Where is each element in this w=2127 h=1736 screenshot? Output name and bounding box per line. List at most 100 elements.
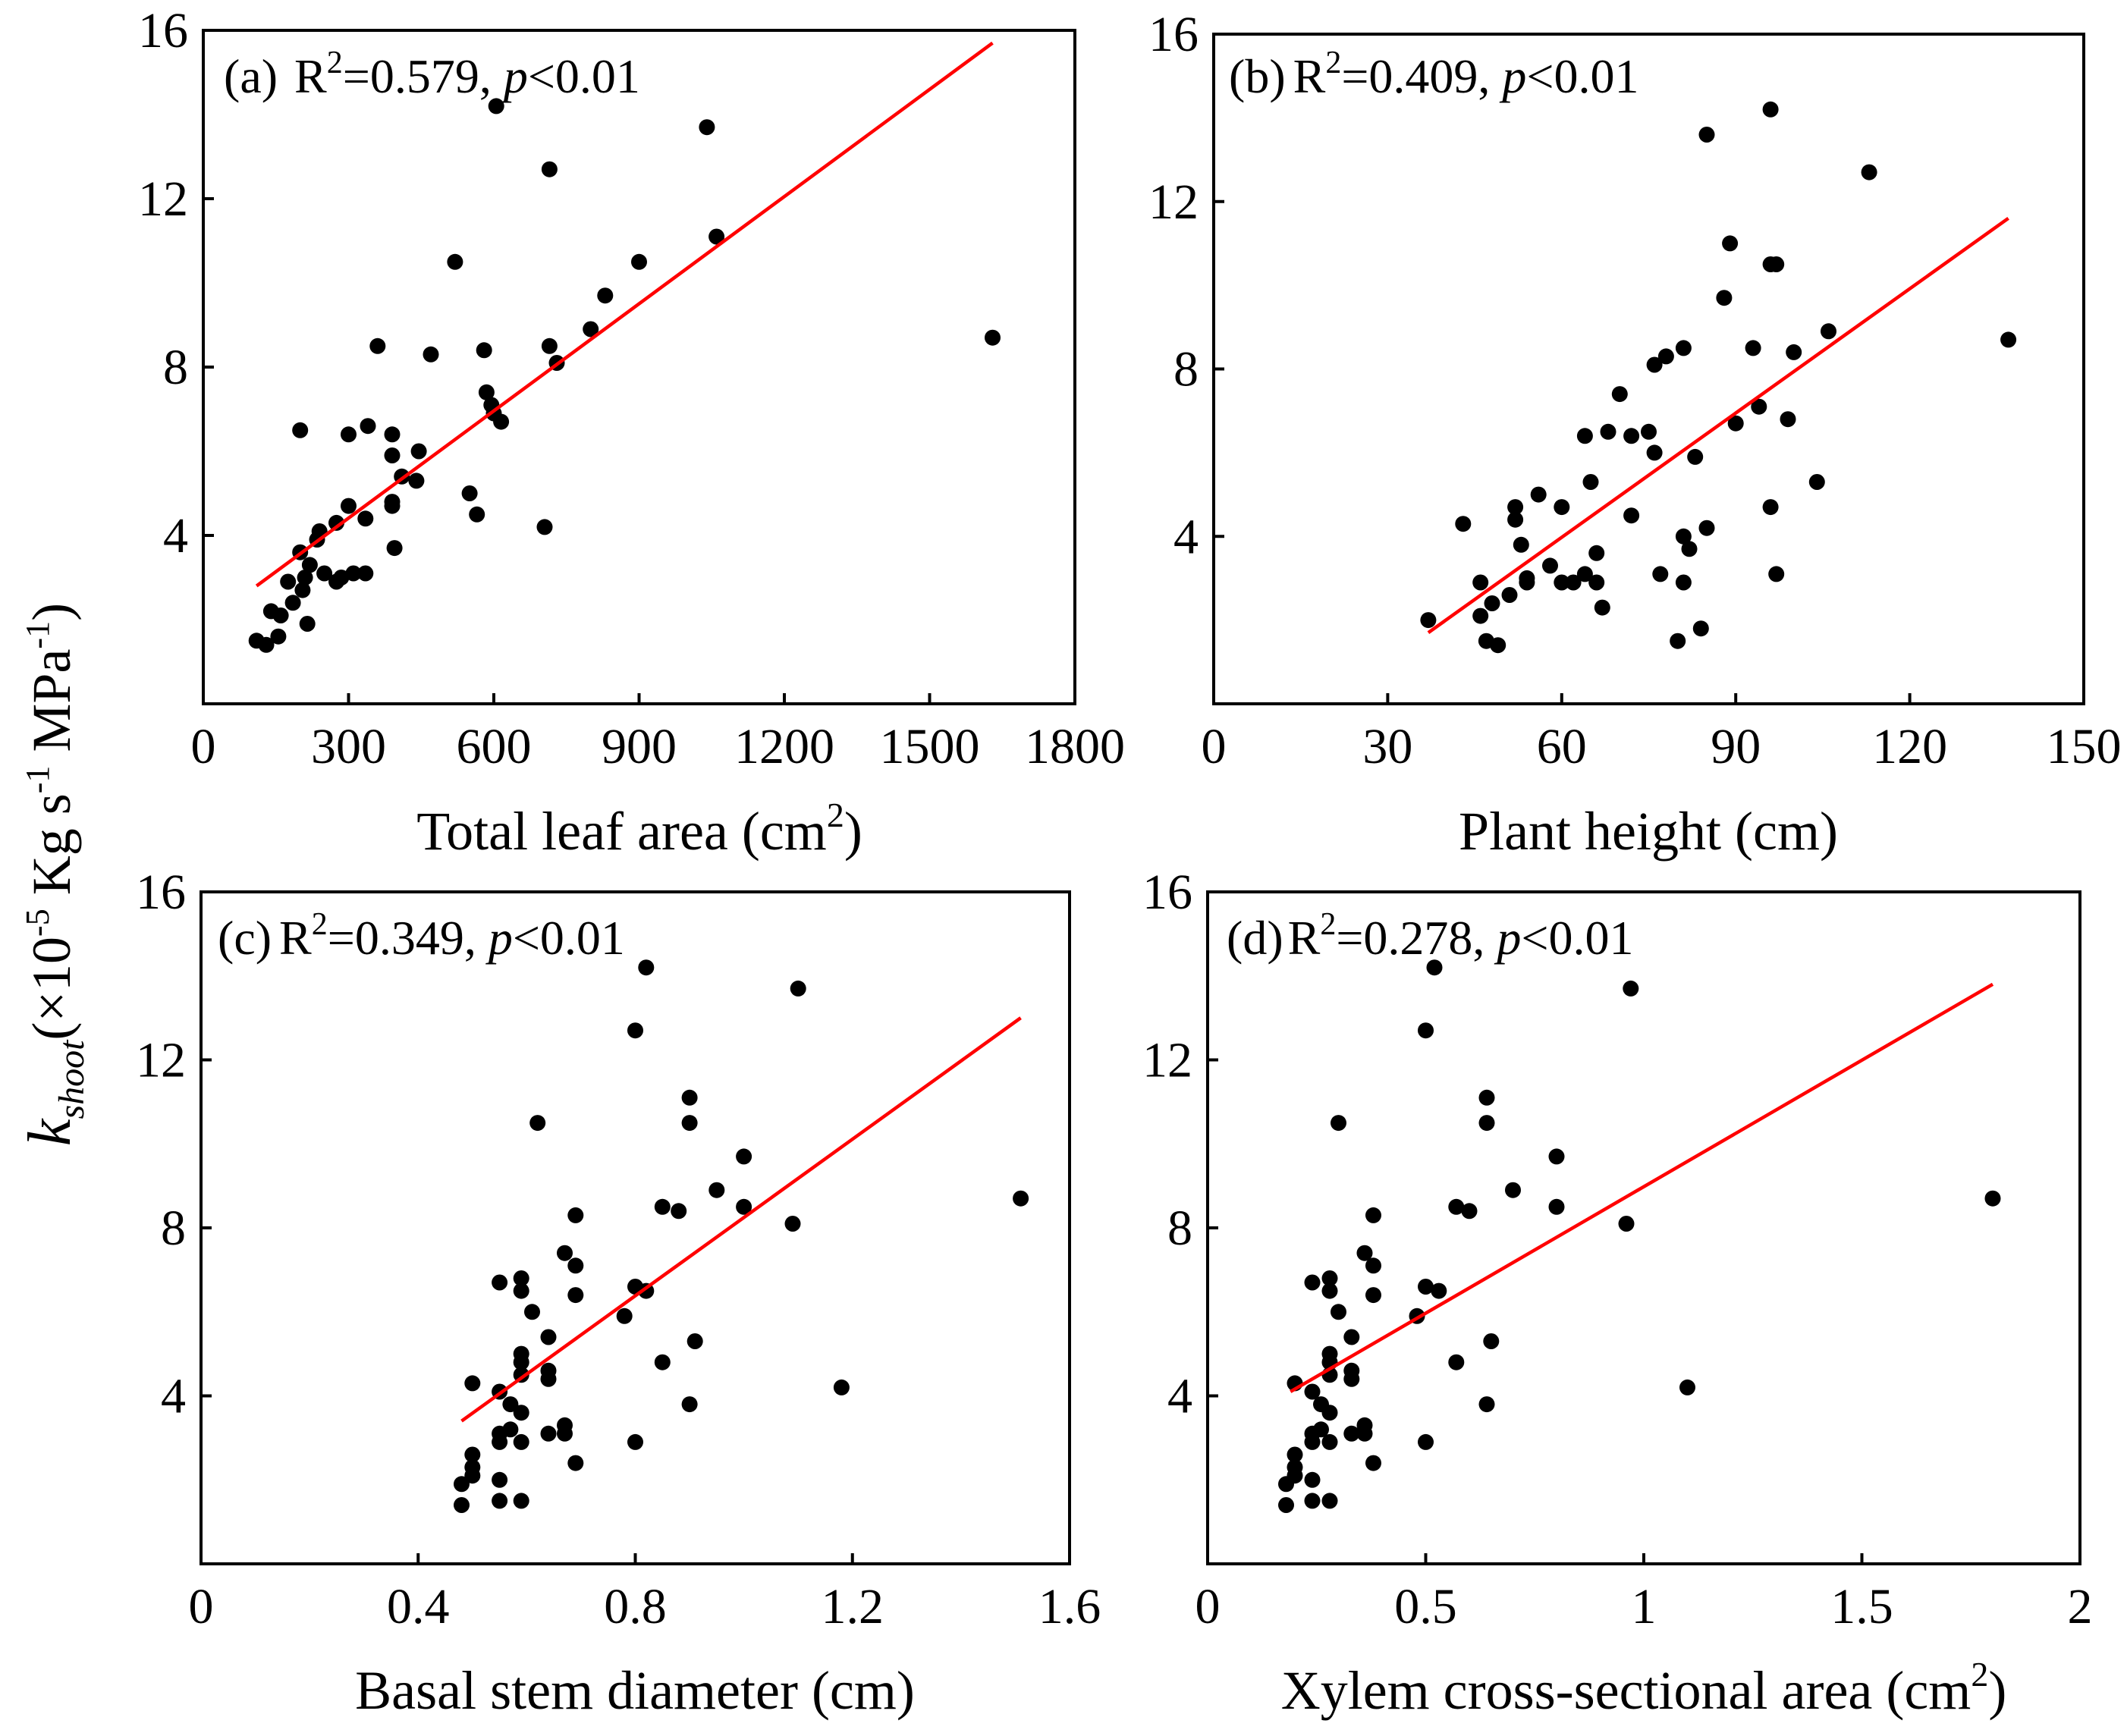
panel-c-point-21 bbox=[513, 1493, 529, 1509]
panel-c-points bbox=[454, 959, 1029, 1513]
panel-d-point-49 bbox=[1548, 1148, 1565, 1165]
panel-a-point-12 bbox=[301, 557, 318, 573]
panel-b-annotation: (b) R2=0.409, p<0.01 bbox=[1229, 46, 1639, 103]
panel-b-point-0 bbox=[1420, 612, 1437, 629]
panel-c-x-tick-label-2: 0.8 bbox=[604, 1579, 667, 1634]
panel-b-ticks: 0 30 60 90 120 150 4 8 12 16 bbox=[1148, 7, 2122, 774]
panel-b-point-50 bbox=[1768, 256, 1785, 272]
panel-b-point-31 bbox=[1652, 566, 1669, 582]
panel-a-point-52 bbox=[708, 228, 725, 245]
panel-d-point-51 bbox=[1618, 1216, 1635, 1232]
panel-d: 0 0.5 1 1.5 2 4 8 12 16 (d)R2=0.278, p<0.01 Xyle… bbox=[1142, 865, 2093, 1721]
panel-a-point-25 bbox=[369, 337, 386, 354]
panel-c-point-22 bbox=[524, 1304, 540, 1320]
panel-d-x-title: Xylem cross-sectional area (cm2) bbox=[1281, 1655, 2007, 1721]
panel-a-point-39 bbox=[478, 384, 495, 400]
panel-c-point-51 bbox=[784, 1216, 801, 1232]
panel-b-point-35 bbox=[1675, 340, 1692, 356]
panel-b-points bbox=[1420, 101, 2017, 654]
panel-a-point-3 bbox=[270, 628, 287, 645]
panel-d-point-28 bbox=[1356, 1245, 1373, 1261]
panel-c-point-32 bbox=[567, 1257, 584, 1274]
panel-a-point-53 bbox=[985, 329, 1001, 346]
panel-c-point-53 bbox=[833, 1379, 850, 1395]
panel-d-point-21 bbox=[1321, 1493, 1338, 1509]
panel-d-ticks: 0 0.5 1 1.5 2 4 8 12 16 bbox=[1142, 865, 2093, 1634]
panel-c-point-46 bbox=[681, 1396, 698, 1413]
panel-c-y-tick-label-3: 16 bbox=[136, 865, 186, 920]
panel-d-x-tick-label-1: 0.5 bbox=[1394, 1579, 1457, 1634]
panel-c-point-17 bbox=[513, 1354, 529, 1370]
panel-d-point-32 bbox=[1365, 1257, 1381, 1274]
panel-b-point-33 bbox=[1670, 633, 1686, 649]
panel-b-point-17 bbox=[1565, 574, 1582, 591]
panel-d-point-42 bbox=[1448, 1198, 1465, 1215]
panel-c-point-11 bbox=[492, 1493, 508, 1509]
panel-c-point-2 bbox=[464, 1446, 481, 1463]
panel-a-point-9 bbox=[294, 582, 311, 598]
panel-b-y-tick-label-3: 16 bbox=[1148, 7, 1199, 62]
panel-a-points bbox=[248, 98, 1001, 653]
panel-d-point-50 bbox=[1548, 1198, 1565, 1215]
panel-b-point-6 bbox=[1490, 637, 1506, 654]
panel-d-point-1 bbox=[1278, 1497, 1294, 1513]
panel-c-point-35 bbox=[616, 1307, 633, 1324]
panel-d-point-41 bbox=[1448, 1354, 1465, 1370]
panel-c-point-1 bbox=[454, 1497, 470, 1513]
panel-a-point-33 bbox=[410, 443, 427, 460]
panel-d-point-15 bbox=[1321, 1282, 1338, 1299]
panel-b-point-53 bbox=[1786, 344, 1802, 360]
panel-c-x-tick-label-1: 0.4 bbox=[387, 1579, 450, 1634]
panel-a-point-15 bbox=[316, 565, 333, 582]
panel-c-point-5 bbox=[464, 1375, 481, 1392]
panel-c-y-tick-label-1: 8 bbox=[161, 1201, 186, 1256]
panel-b-point-52 bbox=[1780, 411, 1796, 428]
panel-a-point-20 bbox=[341, 426, 357, 443]
panel-c-frame bbox=[200, 890, 1071, 1565]
panel-b-point-34 bbox=[1675, 528, 1692, 545]
panel-a-frame bbox=[202, 29, 1076, 705]
panel-d-point-13 bbox=[1313, 1421, 1329, 1438]
panel-a-point-44 bbox=[536, 519, 553, 535]
panel-b-point-54 bbox=[1808, 474, 1825, 490]
panel-b-y-tick-label-0: 4 bbox=[1173, 509, 1199, 564]
panel-a-point-45 bbox=[541, 337, 558, 354]
panel-b-point-14 bbox=[1542, 557, 1558, 574]
panel-d-y-tick-label-2: 12 bbox=[1142, 1033, 1192, 1088]
panel-c-x-title: Basal stem diameter (cm) bbox=[355, 1660, 915, 1721]
panel-a-point-50 bbox=[631, 253, 647, 270]
panel-b-point-5 bbox=[1484, 595, 1500, 611]
panel-a-point-4 bbox=[272, 607, 289, 623]
panel-d-point-44 bbox=[1478, 1089, 1495, 1106]
panel-d-point-9 bbox=[1304, 1433, 1321, 1450]
panel-c-point-24 bbox=[540, 1329, 557, 1345]
panel-c-point-44 bbox=[681, 1089, 698, 1106]
panel-d-point-48 bbox=[1505, 1182, 1521, 1198]
panel-b-point-48 bbox=[1762, 101, 1779, 118]
panel-a-ticks: 0 300 600 900 1200 1500 1800 4 8 12 16 bbox=[138, 3, 1125, 774]
panel-d-y-tick-label-3: 16 bbox=[1142, 865, 1192, 920]
y-axis-title: kshoot(×10-5 Kg s-1 MPa-1) bbox=[17, 603, 92, 1146]
panel-c-point-27 bbox=[540, 1425, 557, 1442]
panel-a-point-46 bbox=[541, 161, 558, 177]
panel-c-annotation: (c) R2=0.349, p<0.01 bbox=[218, 907, 625, 965]
panel-c-point-26 bbox=[540, 1370, 557, 1387]
panel-a-point-38 bbox=[476, 342, 492, 359]
panel-d-point-23 bbox=[1331, 1115, 1346, 1132]
panel-a-point-16 bbox=[328, 514, 344, 531]
panel-b-point-28 bbox=[1641, 423, 1657, 440]
panel-c-point-9 bbox=[492, 1433, 508, 1450]
panel-c-point-10 bbox=[492, 1471, 508, 1488]
panel-c-point-31 bbox=[567, 1207, 584, 1223]
panel-a-point-42 bbox=[488, 98, 504, 115]
panel-a-x-tick-label-3: 900 bbox=[602, 719, 677, 774]
panel-a-point-30 bbox=[386, 540, 403, 557]
panel-c-point-23 bbox=[529, 1115, 546, 1132]
panel-d-point-6 bbox=[1304, 1274, 1321, 1291]
panel-d-point-54 bbox=[1984, 1190, 2001, 1207]
panel-c-point-20 bbox=[513, 1433, 529, 1450]
panel-c-point-15 bbox=[513, 1282, 529, 1299]
panel-a-point-29 bbox=[384, 498, 401, 514]
panel-a-x-tick-label-1: 300 bbox=[311, 719, 386, 774]
